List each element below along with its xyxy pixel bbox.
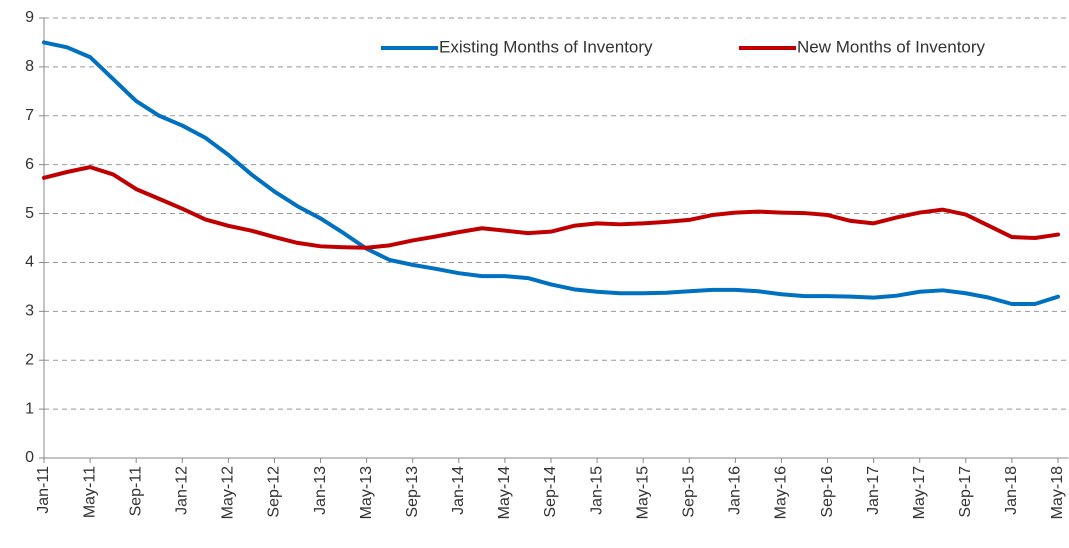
legend-label: Existing Months of Inventory: [439, 37, 653, 56]
x-tick-label: Sep-13: [404, 466, 421, 518]
x-tick-label: Jan-16: [727, 466, 744, 515]
x-tick-label: Jan-12: [173, 466, 190, 515]
x-tick-label: May-12: [220, 466, 237, 519]
y-tick-label: 2: [25, 351, 34, 368]
y-tick-label: 0: [25, 449, 34, 466]
x-tick-label: Sep-12: [266, 466, 283, 518]
x-tick-label: Jan-13: [312, 466, 329, 515]
x-tick-label: Jan-15: [588, 466, 605, 515]
y-tick-label: 7: [25, 107, 34, 124]
x-tick-label: Sep-15: [680, 466, 697, 518]
x-tick-label: May-16: [773, 466, 790, 519]
x-tick-label: Jan-17: [865, 466, 882, 515]
x-tick-label: Sep-14: [542, 466, 559, 518]
x-tick-label: Jan-18: [1003, 466, 1020, 515]
x-tick-label: May-18: [1049, 466, 1066, 519]
x-tick-label: Jan-14: [450, 466, 467, 515]
x-tick-label: May-11: [81, 466, 98, 518]
legend-label: New Months of Inventory: [797, 37, 986, 56]
x-tick-label: Sep-17: [957, 466, 974, 518]
y-tick-label: 4: [25, 254, 34, 271]
x-tick-label: May-17: [911, 466, 928, 519]
x-tick-label: Sep-11: [127, 466, 144, 517]
x-tick-label: May-13: [358, 466, 375, 519]
series-line: [42, 40, 1060, 306]
series-line: [42, 165, 1060, 250]
y-tick-label: 1: [25, 400, 34, 417]
x-tick-label: Jan-11: [35, 466, 52, 514]
y-tick-label: 8: [25, 58, 34, 75]
y-tick-label: 9: [25, 9, 34, 26]
y-tick-label: 3: [25, 303, 34, 320]
y-tick-label: 5: [25, 205, 34, 222]
x-tick-label: May-15: [634, 466, 651, 519]
x-tick-label: Sep-16: [819, 466, 836, 518]
x-tick-label: May-14: [496, 466, 513, 519]
y-tick-label: 6: [25, 156, 34, 173]
